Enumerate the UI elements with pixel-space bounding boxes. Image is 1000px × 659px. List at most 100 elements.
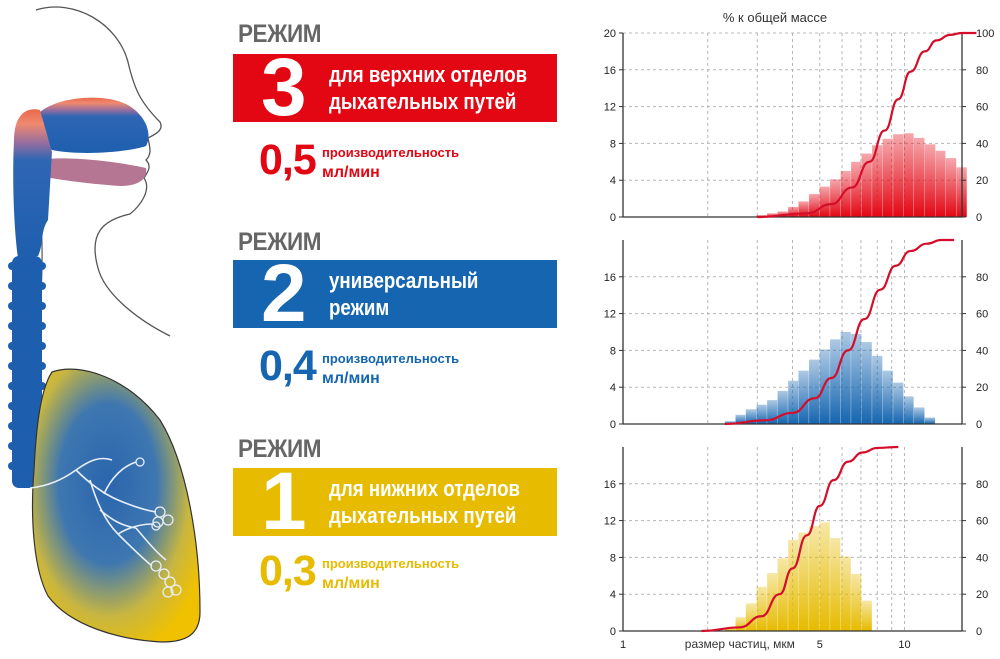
mode-description-line: для нижних отделов (329, 476, 520, 501)
histogram-bar (798, 532, 809, 631)
histogram-bar (893, 382, 904, 424)
y-tick-label-right: 60 (976, 102, 988, 114)
histogram-bar (872, 355, 883, 424)
y-tick-label-left: 8 (610, 552, 616, 564)
histogram-bar (945, 158, 957, 217)
histogram-bar (893, 134, 904, 217)
histogram-bar (851, 161, 862, 217)
y-tick-label-left: 12 (604, 102, 616, 114)
histogram-bar (819, 186, 830, 217)
rate-caption-text: производительность (322, 145, 460, 160)
y-tick-label-right: 80 (976, 65, 988, 77)
y-tick-label-right: 60 (976, 516, 988, 528)
histogram-bar (882, 370, 893, 424)
y-tick-label-left: 16 (604, 65, 616, 77)
y-tick-label-right: 20 (976, 589, 988, 601)
y-tick-label-right: 80 (976, 272, 988, 284)
y-tick-label-left: 0 (610, 419, 616, 431)
mode-label-2: РЕЖИМ (238, 228, 322, 256)
y-tick-label-right: 40 (976, 345, 988, 357)
histogram-bar (724, 627, 736, 631)
histogram-bar (788, 206, 799, 217)
x-tick-label: 1 (620, 639, 626, 651)
histogram-bar (861, 600, 872, 631)
y-tick-label-right: 20 (976, 382, 988, 394)
histogram-bar (745, 409, 757, 424)
histogram-bar (861, 342, 872, 424)
mode-description-line: дыхательных путей (329, 503, 517, 528)
mode-description-line: дыхательных путей (329, 89, 517, 114)
mode-description-1: для нижних отделов дыхательных путей (329, 475, 520, 529)
mode-description-line: универсальный (329, 268, 479, 293)
rate-value-1: 0,3 (259, 547, 317, 595)
histogram-bar (767, 213, 778, 217)
histogram-bar (903, 133, 914, 217)
mode-label-1: РЕЖИМ (238, 435, 322, 463)
histogram-bar (840, 556, 851, 631)
rate-value-3: 0,5 (259, 136, 317, 184)
y-tick-label-left: 0 (610, 212, 616, 224)
cumulative-curve (724, 238, 955, 426)
mode-description-2: универсальный режим (329, 267, 478, 321)
histogram-bar (840, 171, 851, 217)
histogram-bar (735, 414, 746, 424)
y-tick-label-right: 40 (976, 138, 988, 150)
y-tick-label-left: 8 (610, 138, 616, 150)
y-tick-label-left: 4 (610, 382, 616, 394)
cumulative-curve (701, 445, 899, 633)
histogram-bar (935, 150, 946, 217)
mode-banner-1: 1 для нижних отделов дыхательных путей (233, 461, 557, 543)
histogram-bar (756, 586, 767, 631)
histogram-bar (830, 538, 841, 631)
histogram-bar (903, 396, 914, 424)
histogram-bar (924, 144, 936, 217)
x-tick-label: 10 (898, 639, 910, 651)
pharynx (13, 109, 53, 258)
mode-description-3: для верхних отделов дыхательных путей (329, 61, 527, 115)
histogram-bar (777, 558, 788, 631)
rate-unit: мл/мин (322, 575, 380, 592)
histogram-bar (798, 370, 809, 424)
y-tick-label-left: 20 (604, 28, 616, 40)
mode-number-2: 2 (261, 248, 307, 339)
histogram-bar (819, 522, 830, 631)
histogram-bar (809, 526, 820, 631)
histogram-bar (777, 390, 788, 424)
histogram-bar (830, 179, 841, 217)
histogram-bar (735, 617, 746, 631)
histogram-bar (851, 573, 862, 631)
mode-number-3: 3 (261, 42, 307, 133)
oral-cavity (40, 158, 147, 186)
rate-unit: мл/мин (322, 370, 380, 387)
histogram-bar (798, 201, 809, 217)
y-tick-label-left: 8 (610, 345, 616, 357)
lung (31, 368, 201, 643)
y-tick-label-left: 16 (604, 272, 616, 284)
cumulative-curve (757, 31, 977, 219)
x-axis-label: размер частиц, мкм (685, 637, 795, 651)
histogram-bar (788, 539, 799, 631)
mode-number-1: 1 (261, 456, 307, 547)
histogram-bar (840, 332, 851, 424)
histogram-bar (913, 407, 925, 424)
rate-caption-text: производительность (322, 556, 460, 571)
y-tick-label-right: 40 (976, 552, 988, 564)
histogram-bar (745, 603, 757, 631)
histogram-bar (724, 421, 736, 424)
chart-title: % к общей массе (723, 10, 827, 25)
histogram-bar (809, 359, 820, 424)
y-tick-label-left: 12 (604, 516, 616, 528)
rate-value-2: 0,4 (259, 342, 317, 390)
bronchi (29, 457, 167, 567)
y-tick-label-right: 80 (976, 479, 988, 491)
y-tick-label-right: 0 (976, 419, 982, 431)
histogram-bar (788, 380, 799, 424)
nasal-cavity (39, 97, 149, 153)
mode-banner-3: 3 для верхних отделов дыхательных путей (233, 47, 557, 129)
histogram-bar (913, 137, 925, 217)
rate-caption-2: производительность мл/мин (322, 349, 459, 389)
histogram-bar (861, 153, 872, 217)
histogram-bar (851, 333, 862, 424)
histogram-bar (924, 417, 936, 424)
